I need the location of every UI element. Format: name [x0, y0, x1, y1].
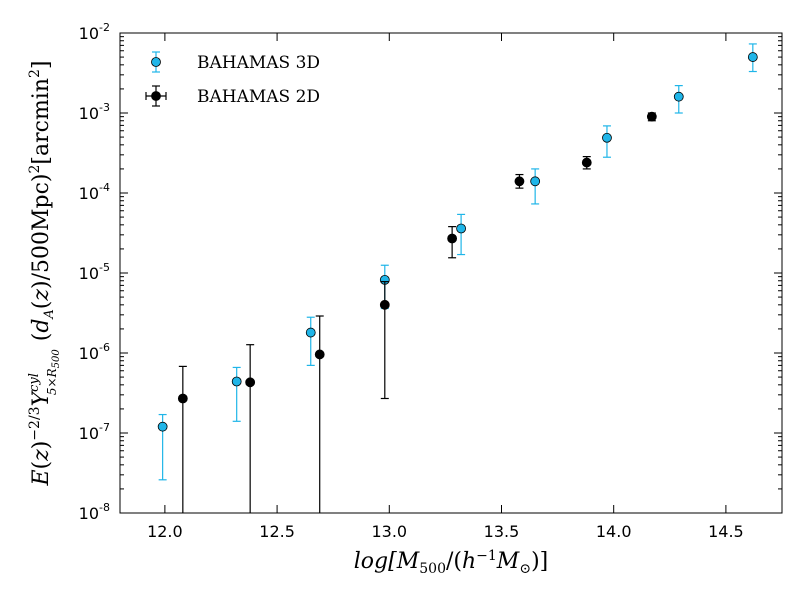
data-point	[530, 176, 541, 187]
x-tick-label: 13.5	[484, 522, 520, 541]
y-tick-label: 10-3	[79, 101, 110, 123]
data-point	[581, 157, 592, 168]
data-point	[157, 421, 168, 432]
legend-marker-2d	[151, 91, 161, 101]
plot-area	[119, 32, 783, 514]
x-tick-label: 12.0	[147, 522, 183, 541]
x-tick-label: 12.5	[259, 522, 295, 541]
data-point	[379, 299, 390, 310]
y-axis: 10-8 10-7 10-6 10-5 10-4 10-3 10-2	[79, 21, 782, 523]
data-point	[602, 132, 612, 143]
x-tick-label: 14.0	[596, 522, 632, 541]
y-tick-label: 10-8	[79, 501, 110, 523]
x-tick-label: 13.0	[371, 522, 407, 541]
data-point	[514, 176, 525, 187]
data-point	[673, 91, 684, 102]
y-tick-label: 10-2	[79, 21, 110, 43]
y-axis-title: E(z)−2/3Ycyl 5×R500(dA(z)/500Mpc)2[arcmin…	[27, 60, 62, 486]
data-point	[447, 233, 458, 244]
x-axis-title: log[M500/(h−1M⊙)]	[354, 548, 548, 577]
legend-marker-3d	[151, 57, 161, 67]
series-bahamas-2d	[177, 111, 657, 513]
data-point	[747, 52, 758, 62]
data-point	[177, 393, 188, 404]
x-axis: 12.0 12.5 13.0 13.5 14.0 14.5	[147, 33, 744, 541]
data-point	[646, 111, 657, 122]
legend-entry-bahamas-2d: BAHAMAS 2D	[145, 85, 320, 107]
legend: BAHAMAS 3D BAHAMAS 2D	[145, 51, 320, 107]
legend-label-3d: BAHAMAS 3D	[197, 53, 320, 73]
y-tick-label: 10-7	[79, 421, 110, 443]
data-point	[231, 376, 242, 387]
y-tick-label: 10-4	[79, 181, 110, 203]
legend-entry-bahamas-3d: BAHAMAS 3D	[151, 51, 320, 73]
data-point	[245, 377, 256, 388]
y-tick-label: 10-5	[79, 261, 110, 283]
series-layer	[157, 43, 758, 513]
data-point	[305, 327, 316, 338]
legend-label-2d: BAHAMAS 2D	[197, 87, 320, 107]
data-point	[314, 349, 325, 360]
data-point	[456, 223, 466, 234]
y-tick-label: 10-6	[79, 341, 110, 363]
x-tick-label: 14.5	[708, 522, 744, 541]
